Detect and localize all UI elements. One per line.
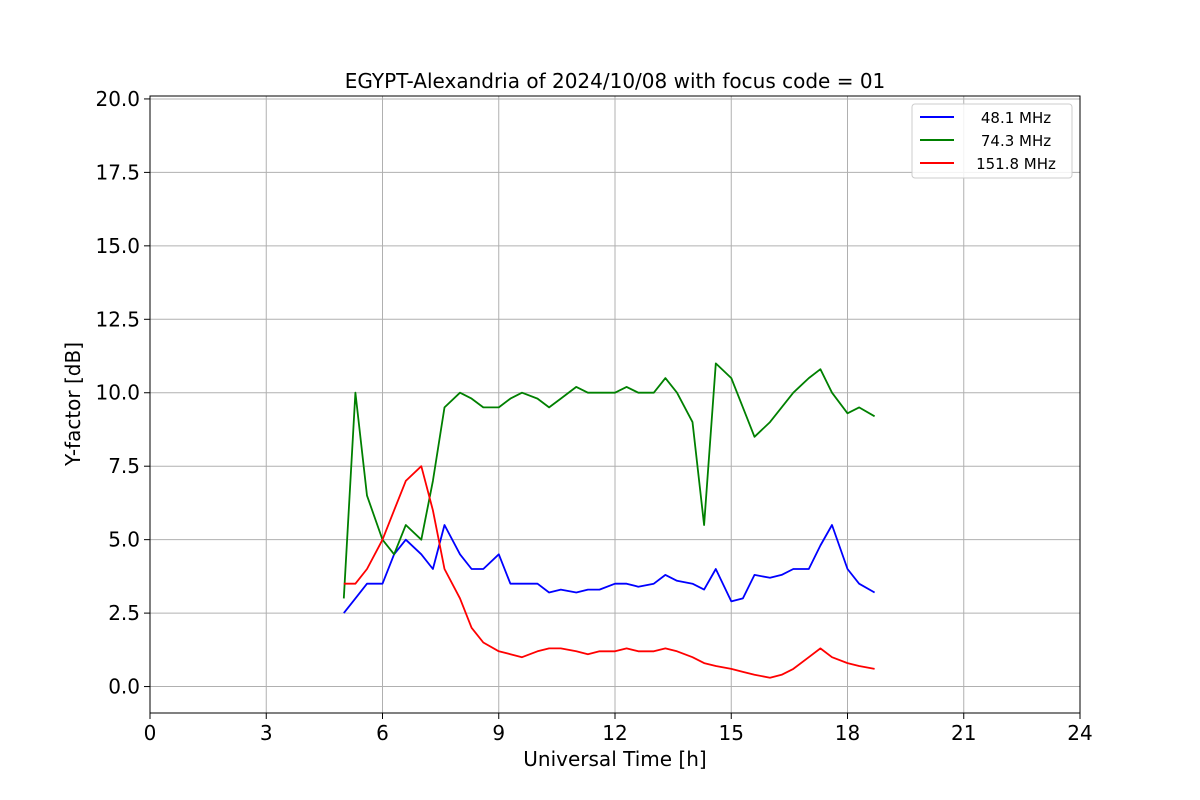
x-tick-label: 15 (719, 721, 744, 745)
chart-title: EGYPT-Alexandria of 2024/10/08 with focu… (345, 69, 886, 93)
y-tick-label: 2.5 (108, 601, 140, 625)
x-tick-label: 24 (1067, 721, 1092, 745)
x-tick-label: 21 (951, 721, 976, 745)
axes: 0 3 6 9 12 15 18 21 24 0.0 2.5 5.0 7.5 10.0 12.5 15.0 17… (95, 87, 1092, 745)
plot-series (342, 362, 876, 679)
y-tick-label: 7.5 (108, 454, 140, 478)
y-tick-label: 20.0 (95, 87, 140, 111)
x-tick-label: 18 (835, 721, 860, 745)
y-tick-label: 17.5 (95, 160, 140, 184)
legend-label-151mhz: 151.8 MHz (976, 155, 1056, 173)
x-axis-label: Universal Time [h] (523, 747, 706, 771)
y-tick-label: 0.0 (108, 675, 140, 699)
x-tick-label: 6 (376, 721, 389, 745)
x-tick-label: 3 (260, 721, 273, 745)
legend-label-48mhz: 48.1 MHz (981, 109, 1051, 127)
y-tick-label: 5.0 (108, 528, 140, 552)
x-tick-label: 0 (144, 721, 157, 745)
series-line-0 (343, 524, 876, 614)
legend: 48.1 MHz 74.3 MHz 151.8 MHz (911, 103, 1073, 179)
x-tick-label: 12 (602, 721, 627, 745)
legend-label-74mhz: 74.3 MHz (981, 132, 1051, 150)
plot-frame (149, 95, 1081, 714)
y-tick-label: 10.0 (95, 381, 140, 405)
series-line-1 (342, 362, 876, 599)
y-axis-label: Y-factor [dB] (61, 342, 85, 467)
legend-box (911, 103, 1073, 179)
y-tick-label: 15.0 (95, 234, 140, 258)
x-tick-label: 9 (492, 721, 505, 745)
series-line-2 (343, 465, 875, 679)
y-tick-label: 12.5 (95, 307, 140, 331)
